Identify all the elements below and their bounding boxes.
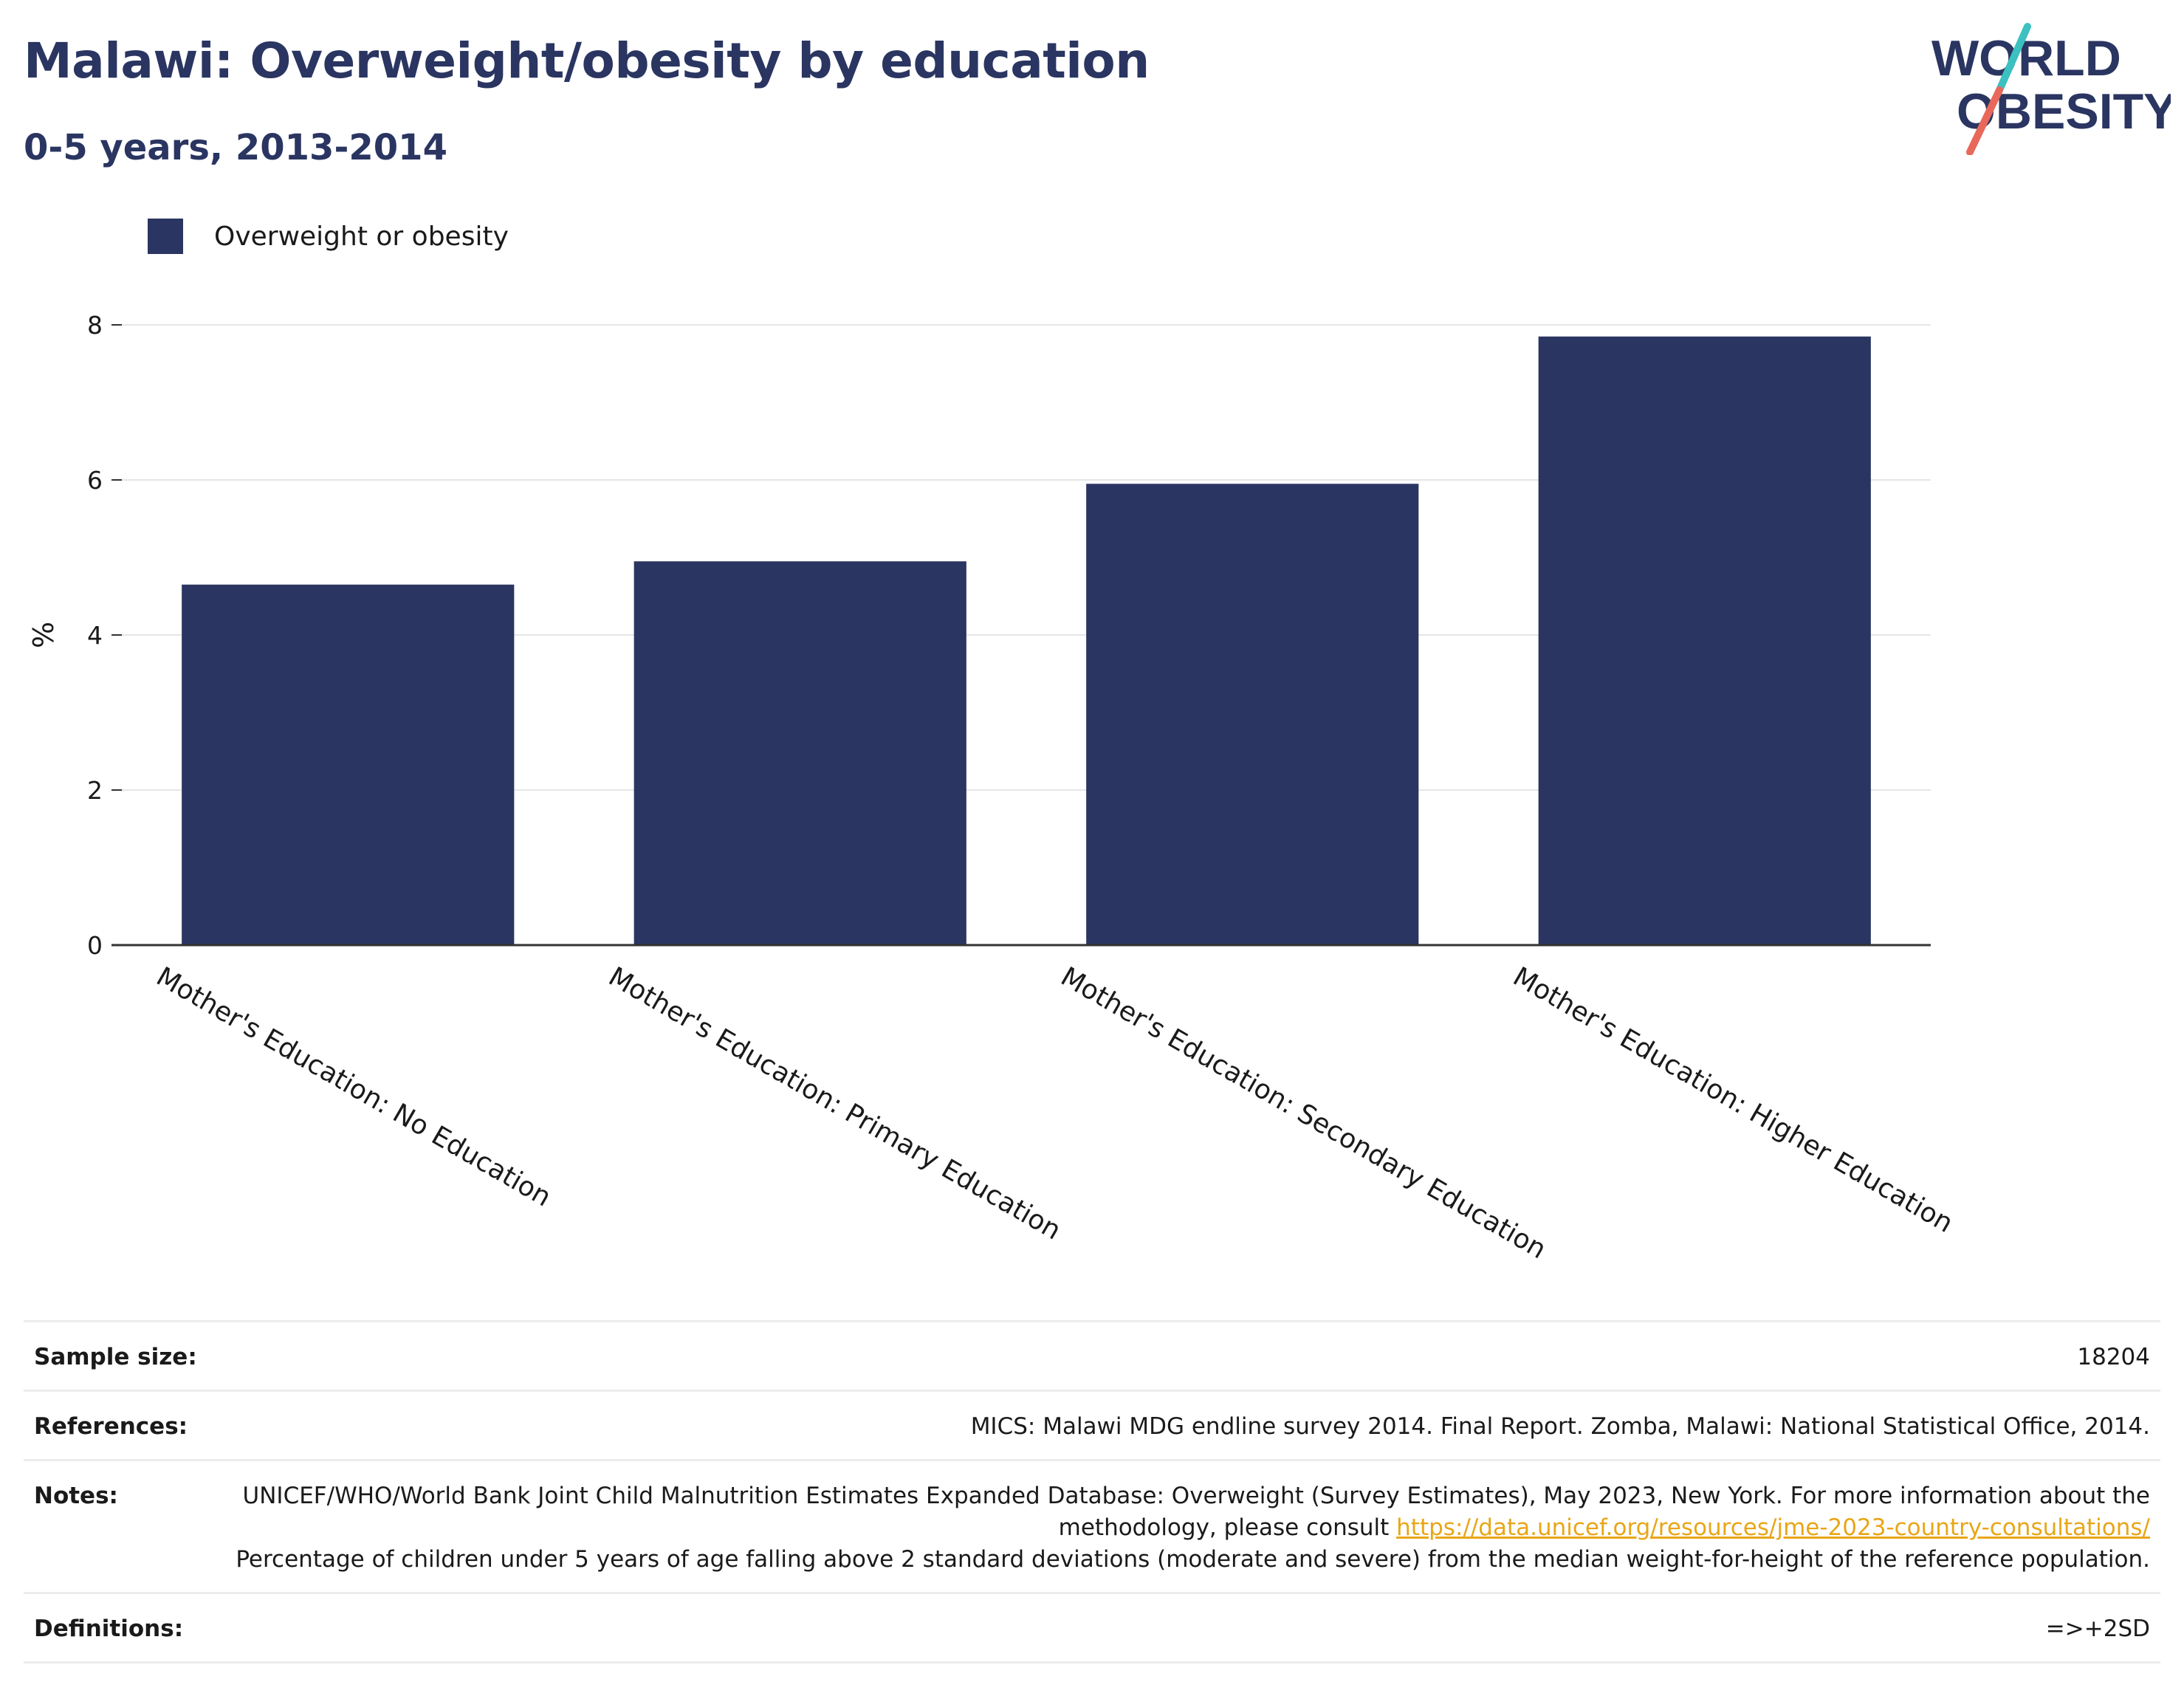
references-value: MICS: Malawi MDG endline survey 2014. Fi… — [970, 1413, 2150, 1440]
sample-size-row: Sample size: 18204 — [24, 1320, 2160, 1390]
legend-swatch — [148, 219, 183, 254]
world-obesity-logo: WORLD OBESITY — [1931, 23, 2171, 155]
chart-legend: Overweight or obesity — [148, 219, 509, 254]
y-tick-label: 4 — [87, 621, 103, 650]
bar — [633, 561, 966, 945]
logo-slash-top — [1996, 23, 2031, 94]
y-tick-label: 8 — [87, 311, 103, 340]
page-title: Malawi: Overweight/obesity by education — [24, 32, 1150, 89]
x-tick-label: Mother's Education: No Education — [151, 961, 556, 1212]
sample-size-label: Sample size: — [34, 1344, 197, 1370]
y-tick-label: 2 — [87, 776, 103, 805]
page-subtitle: 0-5 years, 2013-2014 — [24, 127, 447, 168]
metadata-table: Sample size: 18204 References: MICS: Mal… — [24, 1320, 2160, 1664]
bar — [1538, 336, 1871, 945]
notes-link[interactable]: https://data.unicef.org/resources/jme-20… — [1396, 1514, 2150, 1541]
notes-text-2: Percentage of children under 5 years of … — [236, 1546, 2150, 1573]
notes-label: Notes: — [34, 1483, 118, 1509]
logo-slash-bottom — [1966, 86, 2003, 155]
sample-size-value: 18204 — [2077, 1344, 2150, 1370]
x-tick-label: Mother's Education: Secondary Education — [1056, 961, 1551, 1265]
references-row: References: MICS: Malawi MDG endline sur… — [24, 1390, 2160, 1459]
logo-line1: WORLD — [1931, 30, 2121, 86]
y-tick-label: 6 — [87, 466, 103, 495]
legend-label: Overweight or obesity — [214, 221, 509, 252]
definitions-label: Definitions: — [34, 1616, 184, 1642]
y-tick-label: 0 — [87, 931, 103, 960]
bar — [182, 584, 515, 945]
definitions-row: Definitions: =>+2SD — [24, 1592, 2160, 1664]
bar — [1086, 484, 1419, 945]
notes-value: UNICEF/WHO/World Bank Joint Child Malnut… — [148, 1480, 2150, 1576]
references-label: References: — [34, 1413, 188, 1440]
x-tick-label: Mother's Education: Higher Education — [1508, 961, 1958, 1239]
x-tick-label: Mother's Education: Primary Education — [603, 961, 1065, 1246]
y-axis-label: % — [27, 622, 60, 648]
notes-row: Notes: UNICEF/WHO/World Bank Joint Child… — [24, 1459, 2160, 1592]
notes-text-1: UNICEF/WHO/World Bank Joint Child Malnut… — [242, 1483, 2150, 1541]
definitions-value: =>+2SD — [2045, 1616, 2150, 1642]
